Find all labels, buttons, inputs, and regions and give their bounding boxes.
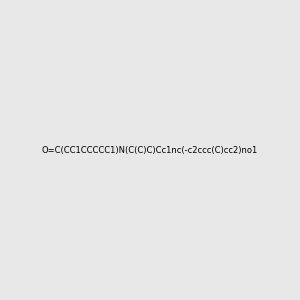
Text: O=C(CC1CCCCC1)N(C(C)C)Cc1nc(-c2ccc(C)cc2)no1: O=C(CC1CCCCC1)N(C(C)C)Cc1nc(-c2ccc(C)cc2…: [42, 146, 258, 154]
